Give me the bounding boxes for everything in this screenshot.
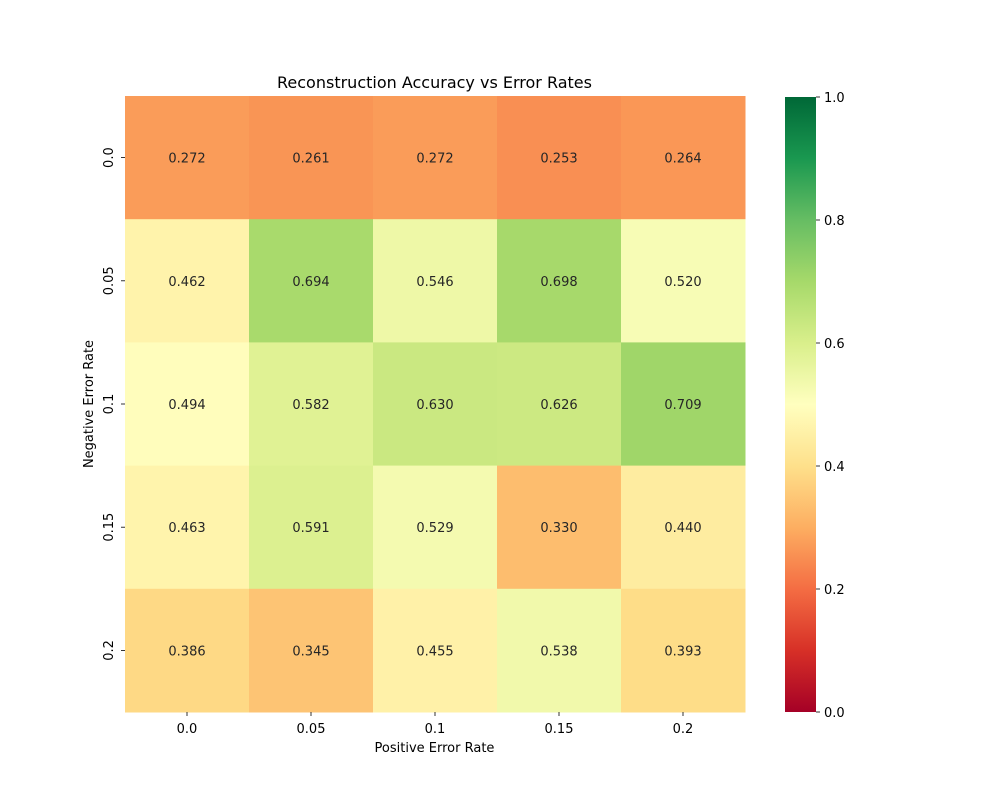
- cell-value-label: 0.261: [292, 152, 329, 167]
- colorbar-tick-label: 0.0: [824, 706, 845, 721]
- cell-value-label: 0.264: [664, 152, 701, 167]
- cell-value-label: 0.463: [168, 521, 205, 536]
- heatmap-cell: [373, 588, 498, 713]
- heatmap-cell: [125, 588, 250, 713]
- cell-value-label: 0.694: [292, 275, 329, 290]
- heatmap-cell: [125, 96, 250, 220]
- x-tick-label: 0.1: [425, 722, 446, 737]
- cell-value-label: 0.253: [540, 152, 577, 167]
- heatmap-cell: [125, 342, 250, 467]
- x-tick-label: 0.15: [545, 722, 574, 737]
- x-tick-label: 0.2: [673, 722, 694, 737]
- heatmap-cell: [497, 96, 622, 220]
- heatmap-cell: [621, 588, 746, 713]
- y-axis-label: Negative Error Rate: [82, 340, 97, 468]
- heatmap-cell: [249, 219, 374, 343]
- cell-value-label: 0.546: [416, 275, 453, 290]
- heatmap-cell: [249, 588, 374, 713]
- heatmap-cell: [373, 219, 498, 343]
- y-tick-label: 0.05: [102, 266, 117, 295]
- heatmap-cell: [249, 96, 374, 220]
- y-tick-label: 0.2: [102, 640, 117, 661]
- y-tick-label: 0.1: [102, 394, 117, 415]
- x-tick-label: 0.05: [297, 722, 326, 737]
- colorbar-tick-label: 0.8: [824, 214, 845, 229]
- x-tick-label: 0.0: [177, 722, 198, 737]
- heatmap-cell: [373, 96, 498, 220]
- chart-title: Reconstruction Accuracy vs Error Rates: [277, 73, 592, 92]
- heatmap-cell: [125, 465, 250, 590]
- heatmap-cells: 0.272 0.261 0.272 0.253 0.264 0.462 0.694 0.546…: [125, 96, 746, 713]
- cell-value-label: 0.393: [664, 644, 701, 659]
- colorbar-tick-label: 0.6: [824, 337, 845, 352]
- colorbar-ticks: 0.0 0.2 0.4 0.6 0.8 1.0: [816, 91, 845, 721]
- cell-value-label: 0.455: [416, 644, 453, 659]
- cell-value-label: 0.272: [168, 152, 205, 167]
- cell-value-label: 0.626: [540, 398, 577, 413]
- cell-value-label: 0.330: [540, 521, 577, 536]
- cell-value-label: 0.698: [540, 275, 577, 290]
- heatmap-cell: [621, 219, 746, 343]
- cell-value-label: 0.591: [292, 521, 329, 536]
- cell-value-label: 0.345: [292, 644, 329, 659]
- heatmap-cell: [621, 342, 746, 467]
- heatmap-cell: [249, 465, 374, 590]
- heatmap-cell: [621, 96, 746, 220]
- heatmap-cell: [125, 219, 250, 343]
- heatmap-cell: [621, 465, 746, 590]
- heatmap-cell: [497, 465, 622, 590]
- x-axis-label: Positive Error Rate: [375, 741, 495, 756]
- heatmap-cell: [497, 342, 622, 467]
- cell-value-label: 0.386: [168, 644, 205, 659]
- cell-value-label: 0.630: [416, 398, 453, 413]
- cell-value-label: 0.538: [540, 644, 577, 659]
- cell-value-label: 0.462: [168, 275, 205, 290]
- y-axis-ticks: 0.0 0.05 0.1 0.15 0.2: [102, 147, 125, 661]
- x-axis-ticks: 0.0 0.05 0.1 0.15 0.2: [177, 712, 694, 737]
- heatmap-cell: [373, 465, 498, 590]
- colorbar: [785, 97, 816, 712]
- colorbar-tick-label: 0.4: [824, 460, 845, 475]
- y-tick-label: 0.15: [102, 513, 117, 542]
- cell-value-label: 0.582: [292, 398, 329, 413]
- cell-value-label: 0.272: [416, 152, 453, 167]
- cell-value-label: 0.709: [664, 398, 701, 413]
- heatmap-cell: [373, 342, 498, 467]
- y-tick-label: 0.0: [102, 147, 117, 168]
- colorbar-tick-label: 1.0: [824, 91, 845, 106]
- colorbar-tick-label: 0.2: [824, 583, 845, 598]
- cell-value-label: 0.520: [664, 275, 701, 290]
- heatmap-cell: [249, 342, 374, 467]
- cell-value-label: 0.494: [168, 398, 205, 413]
- heatmap-cell: [497, 588, 622, 713]
- heatmap-cell: [497, 219, 622, 343]
- cell-value-label: 0.529: [416, 521, 453, 536]
- cell-value-label: 0.440: [664, 521, 701, 536]
